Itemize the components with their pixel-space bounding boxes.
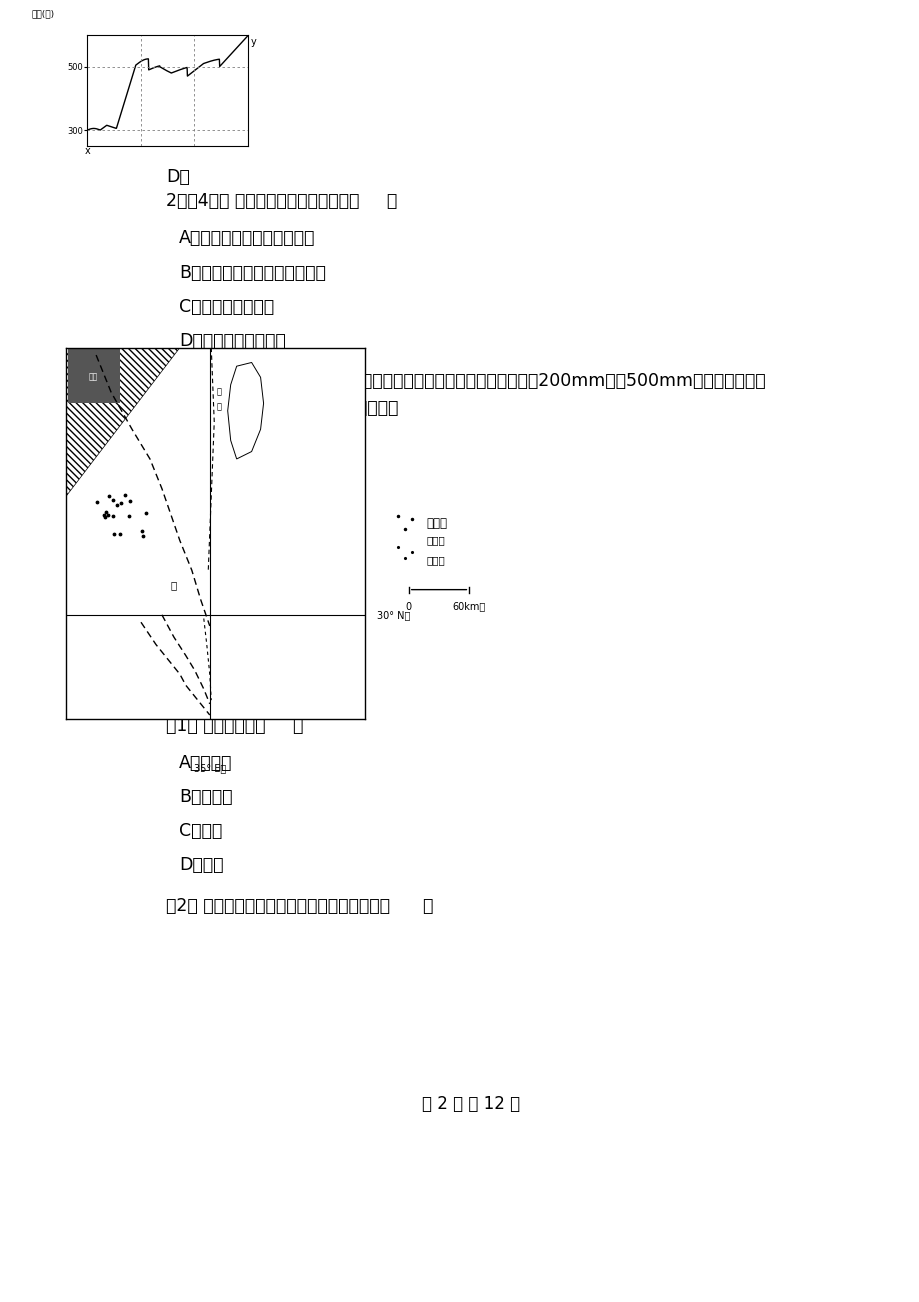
Text: 湖区: 湖区 bbox=[88, 372, 97, 381]
Text: 2．（4分） 东亚地势的总特点表现为（     ）: 2．（4分） 东亚地势的总特点表现为（ ） bbox=[166, 193, 397, 211]
Text: 60km．: 60km． bbox=[452, 602, 485, 612]
Polygon shape bbox=[68, 349, 119, 404]
Text: A．波斯湾: A．波斯湾 bbox=[179, 754, 233, 772]
Polygon shape bbox=[66, 348, 180, 496]
Text: 甲: 甲 bbox=[171, 581, 176, 590]
Text: C．黑海: C．黑海 bbox=[179, 822, 222, 840]
Text: C．东南高、西北低: C．东南高、西北低 bbox=[179, 298, 274, 315]
Text: 3．（4分）（2017高二下·乾安期末）图所示区域内自南向北年降水量由约200mm增至500mm左右，沙漠地区: 3．（4分）（2017高二下·乾安期末）图所示区域内自南向北年降水量由约200m… bbox=[166, 372, 766, 389]
Text: 沙漠．: 沙漠． bbox=[426, 517, 448, 530]
Text: 第 2 页 共 12 页: 第 2 页 共 12 页 bbox=[422, 1095, 520, 1113]
Text: 年降水量仇50mm左右。据此完成下列各题。: 年降水量仇50mm左右。据此完成下列各题。 bbox=[166, 398, 398, 417]
Text: 荒漠．: 荒漠． bbox=[426, 556, 445, 565]
Text: 湖: 湖 bbox=[216, 388, 221, 397]
Text: 泊: 泊 bbox=[216, 402, 221, 411]
Text: y: y bbox=[251, 36, 256, 47]
Text: 季节性: 季节性 bbox=[426, 535, 445, 546]
Text: 海拔(米): 海拔(米) bbox=[31, 9, 54, 18]
Text: x: x bbox=[85, 146, 90, 156]
Text: D．: D． bbox=[166, 168, 190, 186]
Text: 0: 0 bbox=[405, 602, 412, 612]
Text: B．地中海: B．地中海 bbox=[179, 788, 233, 806]
Text: D．里海: D．里海 bbox=[179, 855, 223, 874]
Text: A．西高东低、呈阶梯状下降: A．西高东低、呈阶梯状下降 bbox=[179, 229, 315, 247]
Text: 30° N．: 30° N． bbox=[377, 609, 410, 620]
Text: B．中部高、四周低，高差较大: B．中部高、四周低，高差较大 bbox=[179, 263, 325, 281]
Text: （1） 图中海域是（     ）: （1） 图中海域是（ ） bbox=[166, 716, 303, 734]
Text: D．自西北向东南降低: D．自西北向东南降低 bbox=[179, 332, 286, 350]
Text: 35° E．: 35° E． bbox=[193, 763, 226, 773]
Text: （2） 解决该区域农业用水紧缺的可行措施有（      ）: （2） 解决该区域农业用水紧缺的可行措施有（ ） bbox=[166, 897, 433, 915]
Polygon shape bbox=[228, 362, 264, 458]
